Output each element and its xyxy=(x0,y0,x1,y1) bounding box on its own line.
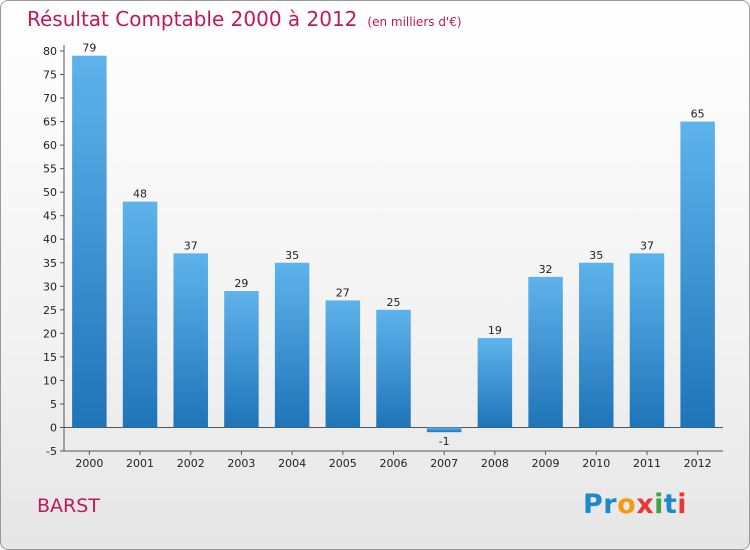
y-tick-label: 80 xyxy=(43,45,57,58)
chart-subtitle: (en milliers d'€) xyxy=(367,15,462,29)
proxiti-logo: Proxiti xyxy=(583,489,687,520)
x-tick-label: 2010 xyxy=(582,457,610,470)
bar-2011 xyxy=(629,253,665,428)
chart-title: Résultat Comptable 2000 à 2012 (en millie… xyxy=(27,7,462,31)
value-label: 35 xyxy=(589,249,603,262)
bar-2005 xyxy=(325,300,361,428)
chart-bars xyxy=(72,55,715,433)
value-label: 37 xyxy=(184,239,198,252)
y-tick-label: 5 xyxy=(50,398,57,411)
y-tick-label: 55 xyxy=(43,163,57,176)
bar-2008 xyxy=(477,338,513,428)
x-tick-label: 2007 xyxy=(430,457,458,470)
bar-2012 xyxy=(680,121,715,428)
y-tick-label: 0 xyxy=(50,421,57,434)
y-tick-label: 65 xyxy=(43,116,57,129)
logo-letter: r xyxy=(603,489,618,520)
logo-letter: t xyxy=(663,489,678,520)
bar-2003 xyxy=(224,291,259,428)
chart-axes: -5 0 5 10 15 20 25 30 35 40 45 50 55 60 65 70 75 80 xyxy=(43,45,723,458)
bar-2001 xyxy=(122,201,158,428)
logo-letter: i xyxy=(677,489,688,520)
logo-letter: o xyxy=(617,489,637,520)
y-tick-label: 15 xyxy=(43,351,57,364)
value-label: 35 xyxy=(285,249,299,262)
value-label: 32 xyxy=(539,263,553,276)
chart-title-main: Résultat Comptable 2000 à 2012 xyxy=(27,7,358,31)
y-tick-label: 30 xyxy=(43,280,57,293)
value-label: 19 xyxy=(488,324,502,337)
y-tick-label: 75 xyxy=(43,69,57,82)
logo-letter: P xyxy=(583,489,604,520)
bar-2002 xyxy=(173,253,208,428)
value-label: 27 xyxy=(336,286,350,299)
value-label: 25 xyxy=(387,296,401,309)
commune-name: BARST xyxy=(37,495,100,517)
bar-2007 xyxy=(426,427,462,433)
y-tick-label: 40 xyxy=(43,233,57,246)
x-tick-label: 2004 xyxy=(278,457,306,470)
x-tick-label: 2002 xyxy=(177,457,205,470)
x-tick-label: 2009 xyxy=(532,457,560,470)
y-tick-label: 70 xyxy=(43,92,57,105)
x-tick-label: 2008 xyxy=(481,457,509,470)
value-label: 37 xyxy=(640,239,654,252)
x-tick-label: 2012 xyxy=(684,457,712,470)
y-tick-label: 10 xyxy=(43,374,57,387)
bar-2000 xyxy=(72,55,107,428)
logo-letter: i xyxy=(654,489,664,520)
bar-2009 xyxy=(528,276,563,428)
x-tick-label: 2003 xyxy=(227,457,255,470)
bar-2010 xyxy=(579,262,614,428)
y-tick-label: 45 xyxy=(43,210,57,223)
value-label: 65 xyxy=(691,108,705,121)
value-label: 48 xyxy=(133,188,147,201)
chart-labels: 2000 79 2001 48 2002 37 2003 29 2004 35 2005 27 2006… xyxy=(75,42,711,470)
y-tick-label: 20 xyxy=(43,327,57,340)
y-tick-label: 50 xyxy=(43,186,57,199)
value-label: -1 xyxy=(439,435,450,448)
bar-2004 xyxy=(274,262,310,428)
value-label: 29 xyxy=(234,277,248,290)
value-label: 79 xyxy=(82,42,96,55)
y-tick-label: -5 xyxy=(46,445,57,458)
bar-2006 xyxy=(376,309,411,428)
x-tick-label: 2005 xyxy=(329,457,357,470)
x-tick-label: 2011 xyxy=(633,457,661,470)
y-tick-label: 25 xyxy=(43,304,57,317)
logo-letter: x xyxy=(636,489,655,520)
x-tick-label: 2001 xyxy=(126,457,154,470)
x-tick-label: 2006 xyxy=(380,457,408,470)
y-tick-label: 60 xyxy=(43,139,57,152)
y-tick-label: 35 xyxy=(43,257,57,270)
x-tick-label: 2000 xyxy=(75,457,103,470)
